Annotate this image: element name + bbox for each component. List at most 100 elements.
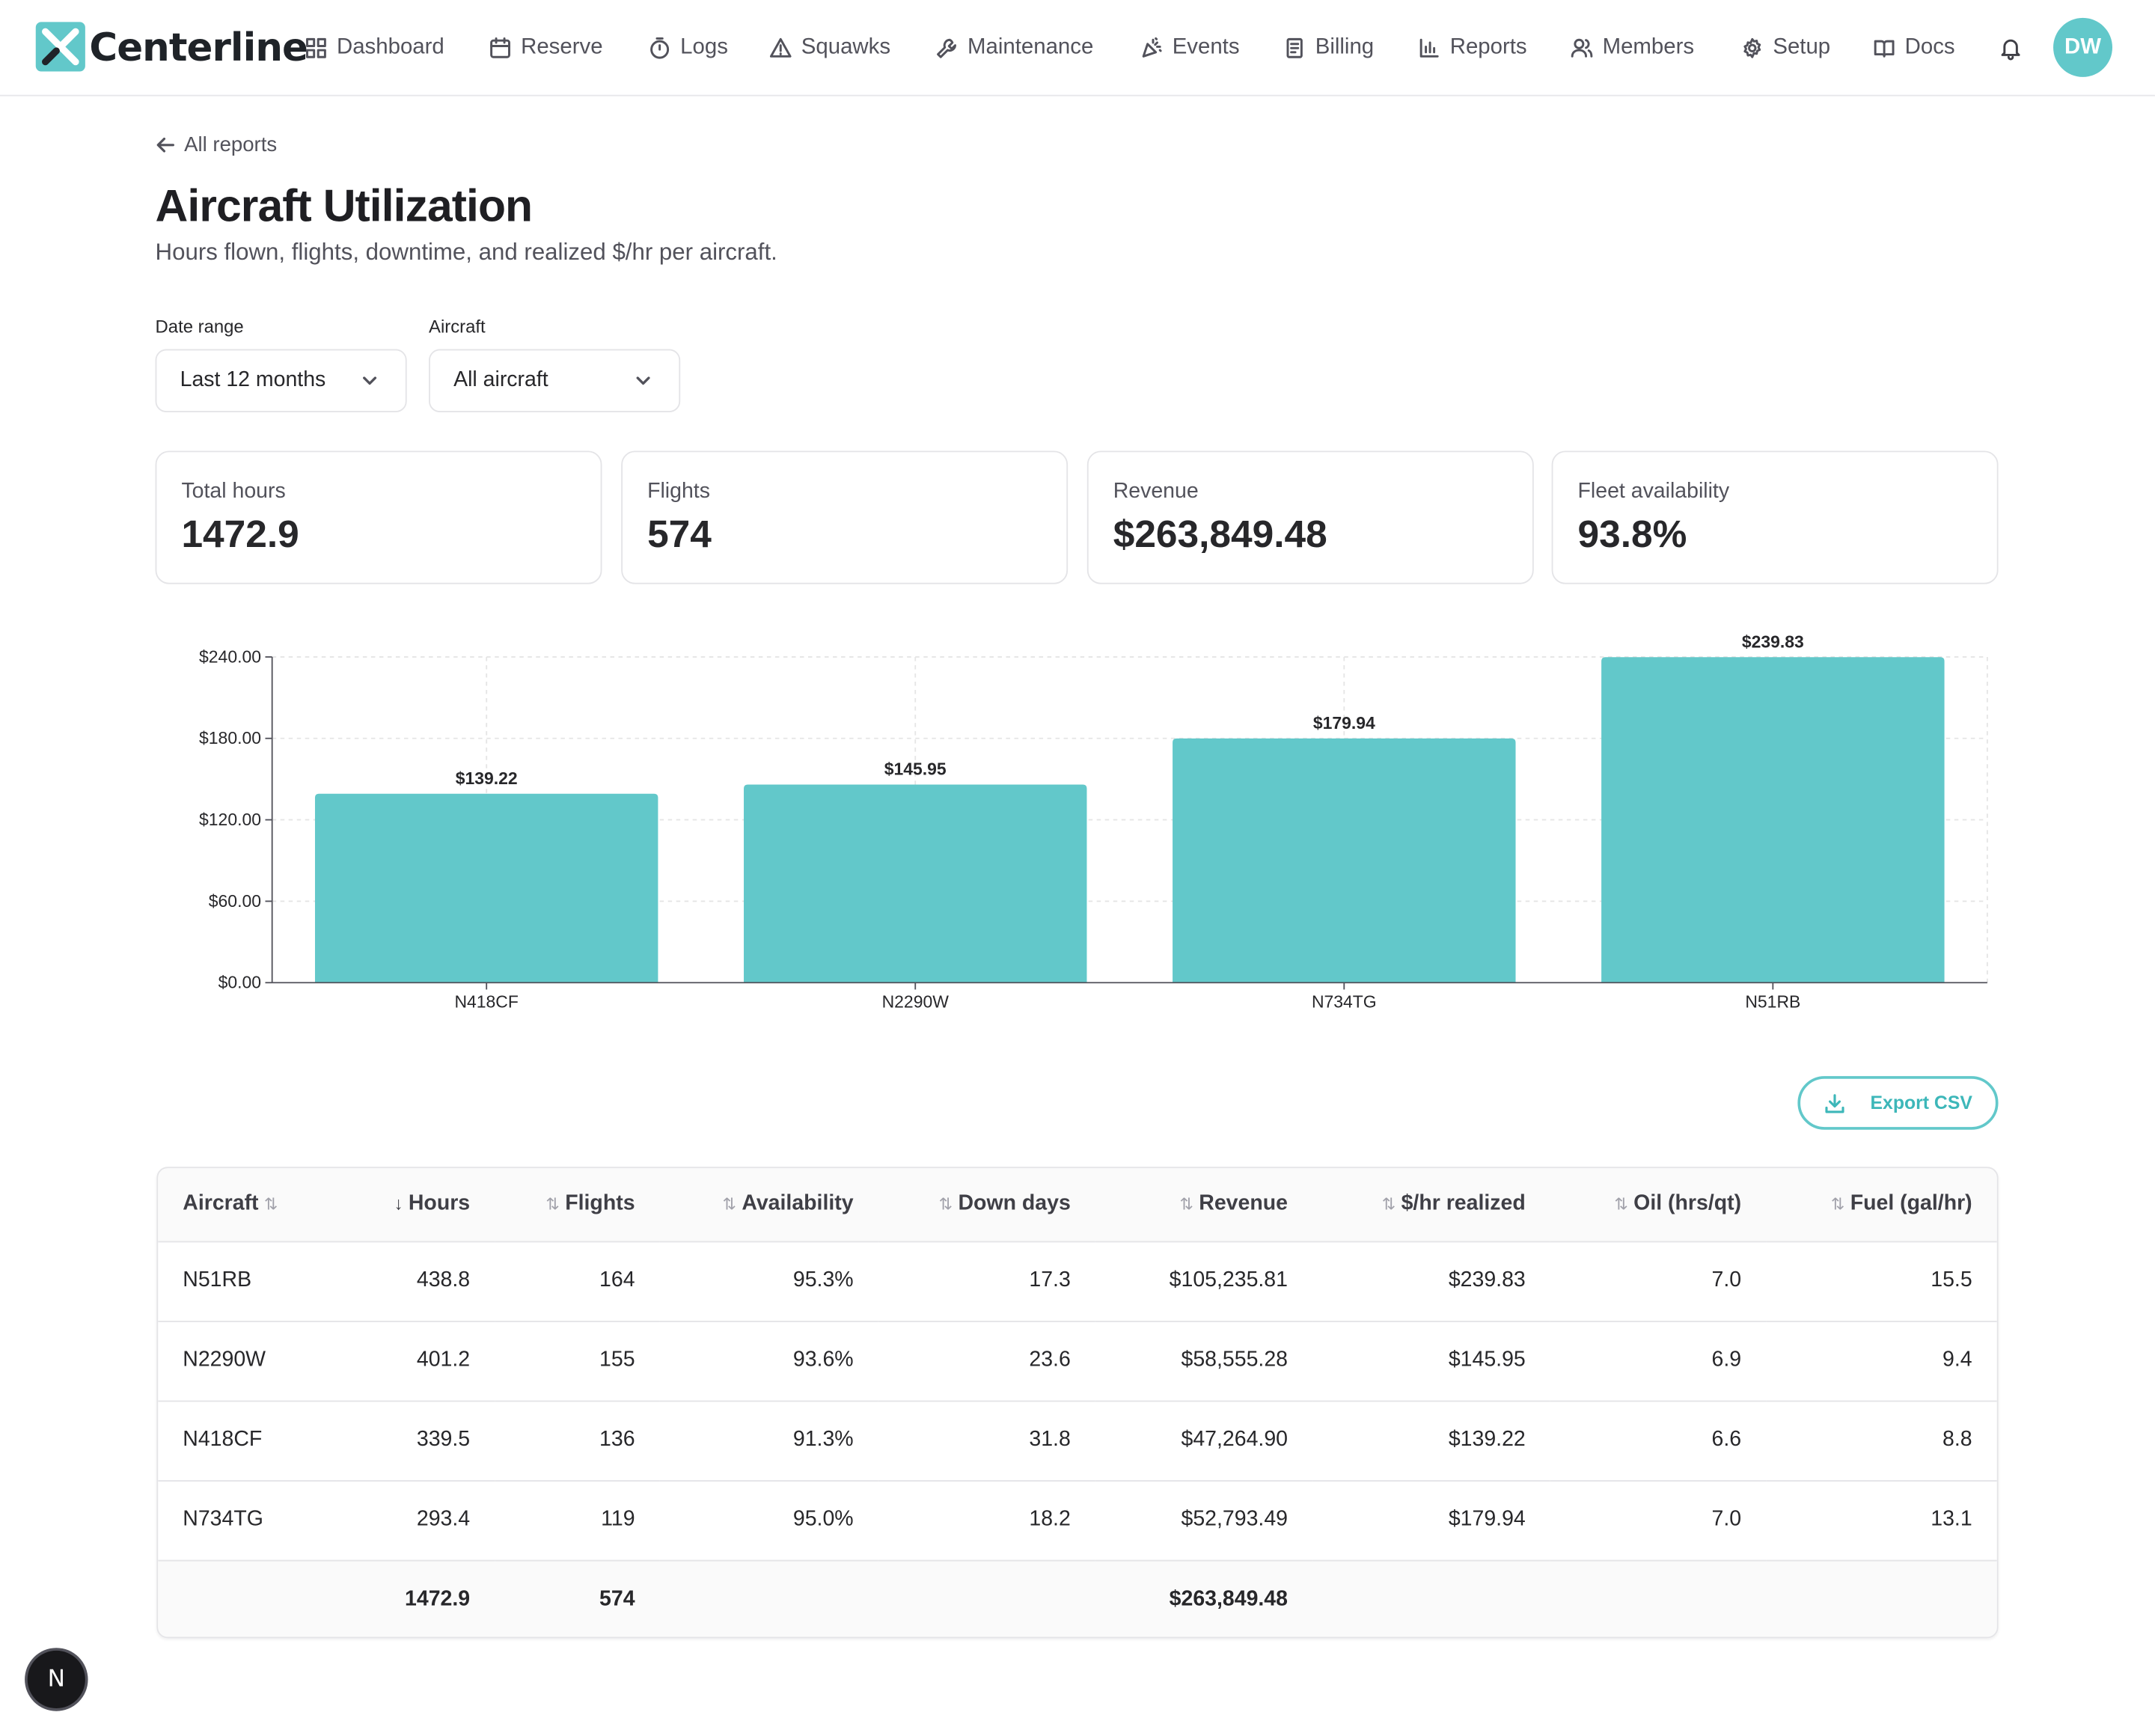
x-tick-label: N2290W — [882, 991, 950, 1011]
nav-events-label: Events — [1172, 35, 1240, 59]
users-icon — [1571, 38, 1593, 58]
sort-descending-icon: ↓ — [394, 1193, 403, 1214]
aircraft-select[interactable]: All aircraft — [429, 349, 681, 413]
total-hours: 1472.9 — [336, 1559, 495, 1637]
cell-oil: 6.6 — [1550, 1400, 1767, 1482]
column-header-flights[interactable]: ⇅ Flights — [495, 1168, 660, 1242]
cell-hours: 438.8 — [336, 1241, 495, 1321]
nav-events[interactable]: Events — [1140, 28, 1240, 69]
calendar-icon — [490, 37, 510, 58]
stat-card-flights: Flights 574 — [621, 450, 1069, 584]
cell-flights: 119 — [495, 1480, 660, 1561]
chevron-down-icon — [363, 376, 377, 385]
date-range-value: Last 12 months — [180, 368, 326, 392]
table-totals-row: 1472.9 574 $263,849.48 — [158, 1559, 1997, 1637]
page-title: Aircraft Utilization — [155, 180, 534, 231]
cell-empty — [1312, 1559, 1550, 1637]
column-header-aircraft[interactable]: Aircraft ⇅ — [158, 1168, 337, 1242]
cell-revenue: $105,235.81 — [1095, 1241, 1313, 1321]
cell-down-days: 31.8 — [878, 1400, 1095, 1482]
column-header-realized-rate[interactable]: ⇅ $/hr realized — [1312, 1168, 1550, 1242]
cell-empty — [1766, 1559, 1997, 1637]
column-label: Down days — [958, 1191, 1071, 1216]
nav-docs[interactable]: Docs — [1873, 28, 1955, 69]
nav-dashboard[interactable]: Dashboard — [305, 28, 444, 69]
cell-down-days: 23.6 — [878, 1321, 1095, 1402]
cell-availability: 95.0% — [659, 1480, 878, 1561]
grid-icon — [306, 37, 326, 58]
cell-fuel: 15.5 — [1766, 1241, 1997, 1321]
bar-data-label: $139.22 — [456, 768, 518, 788]
y-tick-label: $180.00 — [199, 728, 261, 748]
aircraft-label: Aircraft — [429, 316, 486, 337]
sort-icon: ⇅ — [263, 1194, 278, 1214]
download-icon — [1825, 1093, 1844, 1113]
nav-maintenance[interactable]: Maintenance — [936, 28, 1093, 69]
date-range-select[interactable]: Last 12 months — [155, 349, 407, 413]
nav-reserve[interactable]: Reserve — [489, 28, 603, 69]
sort-icon: ⇅ — [722, 1194, 736, 1214]
user-avatar[interactable]: DW — [2053, 17, 2113, 77]
column-header-oil[interactable]: ⇅ Oil (hrs/qt) — [1550, 1168, 1767, 1242]
stat-card-total-hours: Total hours 1472.9 — [155, 450, 602, 584]
cell-aircraft: N2290W — [158, 1321, 337, 1402]
receipt-icon — [1286, 37, 1303, 58]
bar-n418cf — [314, 793, 658, 983]
nav-members-label: Members — [1602, 35, 1695, 59]
column-label: Aircraft — [183, 1191, 259, 1216]
stat-value: 574 — [647, 513, 712, 556]
column-header-revenue[interactable]: ⇅ Revenue — [1095, 1168, 1313, 1242]
x-tick-label: N51RB — [1745, 991, 1800, 1011]
nav-reports[interactable]: Reports — [1418, 28, 1527, 69]
notifications-button[interactable] — [1999, 36, 2023, 61]
utilization-table-grid: Aircraft ⇅ ↓ Hours ⇅ Flights ⇅ Availability … — [158, 1168, 1997, 1637]
total-flights: 574 — [495, 1559, 660, 1637]
total-revenue: $263,849.48 — [1095, 1559, 1313, 1637]
column-header-availability[interactable]: ⇅ Availability — [659, 1168, 878, 1242]
cell-realized-rate: $145.95 — [1312, 1321, 1550, 1402]
export-csv-button[interactable]: Export CSV — [1797, 1076, 1999, 1130]
realized-rate-bar-chart: $0.00 $60.00 $120.00 $180.00 $240.00 $139.22 N… — [156, 626, 2004, 1024]
cell-empty — [659, 1559, 878, 1637]
stat-value: 93.8% — [1577, 513, 1687, 556]
dev-tools-badge[interactable]: N — [27, 1650, 85, 1709]
cell-oil: 6.9 — [1550, 1321, 1767, 1402]
nav-squawks[interactable]: Squawks — [769, 28, 890, 69]
table-row[interactable]: N2290W 401.2 155 93.6% 23.6 $58,555.28 $… — [158, 1321, 1997, 1402]
export-csv-label: Export CSV — [1870, 1092, 1972, 1113]
column-header-hours[interactable]: ↓ Hours — [336, 1168, 495, 1242]
cell-aircraft: N734TG — [158, 1480, 337, 1561]
cell-flights: 155 — [495, 1321, 660, 1402]
bell-icon — [2001, 39, 2020, 61]
cell-flights: 164 — [495, 1241, 660, 1321]
wrench-icon — [937, 38, 956, 58]
bar-chart-icon — [1419, 38, 1439, 58]
table-row[interactable]: N51RB 438.8 164 95.3% 17.3 $105,235.81 $… — [158, 1241, 1997, 1321]
nav-members[interactable]: Members — [1571, 28, 1694, 69]
brand-logo[interactable]: Centerline — [34, 21, 308, 73]
nav-billing[interactable]: Billing — [1283, 28, 1374, 69]
cell-aircraft: N51RB — [158, 1241, 337, 1321]
sort-icon: ⇅ — [545, 1194, 560, 1214]
back-to-reports-link[interactable]: All reports — [156, 133, 277, 156]
nav-logs[interactable]: Logs — [649, 28, 728, 69]
column-header-fuel[interactable]: ⇅ Fuel (gal/hr) — [1766, 1168, 1997, 1242]
page-subtitle: Hours flown, flights, downtime, and real… — [155, 239, 777, 266]
cell-fuel: 9.4 — [1766, 1321, 1997, 1402]
column-label: Availability — [742, 1191, 854, 1216]
cell-empty — [1550, 1559, 1767, 1637]
brand-name: Centerline — [89, 24, 308, 70]
gear-icon — [1743, 37, 1761, 58]
nav-setup[interactable]: Setup — [1741, 28, 1830, 69]
table-row[interactable]: N734TG 293.4 119 95.0% 18.2 $52,793.49 $… — [158, 1480, 1997, 1561]
cell-hours: 339.5 — [336, 1400, 495, 1482]
book-icon — [1874, 40, 1895, 58]
cell-fuel: 13.1 — [1766, 1480, 1997, 1561]
table-row[interactable]: N418CF 339.5 136 91.3% 31.8 $47,264.90 $… — [158, 1400, 1997, 1482]
cell-revenue: $58,555.28 — [1095, 1321, 1313, 1402]
cell-flights: 136 — [495, 1400, 660, 1482]
column-label: $/hr realized — [1401, 1191, 1526, 1216]
nav-reserve-label: Reserve — [521, 35, 603, 59]
column-header-down-days[interactable]: ⇅ Down days — [878, 1168, 1095, 1242]
